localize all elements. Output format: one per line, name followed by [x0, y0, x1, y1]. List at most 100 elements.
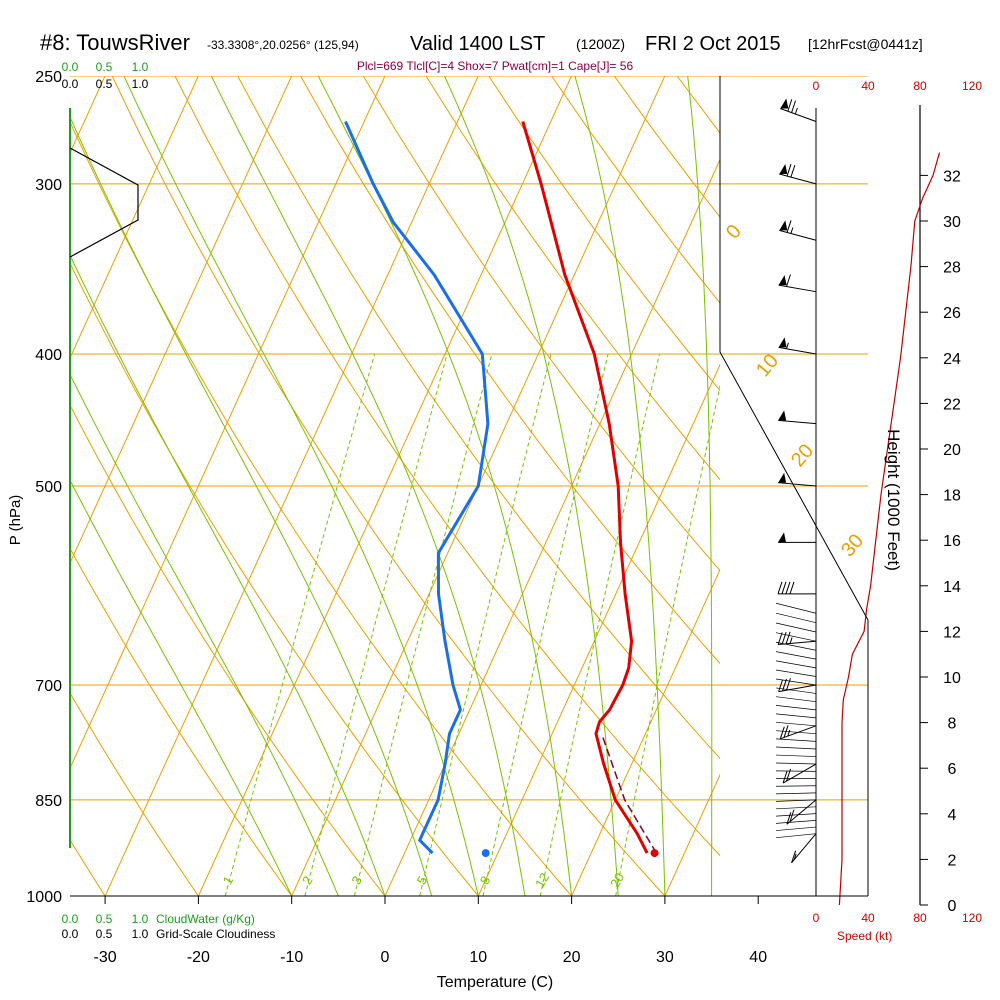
wind-barb-shaft-low [775, 792, 817, 795]
cloudiness-scale-top: 0.0 [62, 77, 79, 91]
wind-barb-shaft-low [775, 721, 817, 727]
wind-barb-shaft-low [775, 713, 817, 719]
x-axis-label: Temperature (C) [437, 974, 553, 991]
wind-barb-shaft [782, 763, 817, 784]
wind-scale-label: 0 [722, 221, 746, 244]
wind-barb-pennant [778, 472, 787, 483]
wind-barb [777, 631, 817, 645]
dry-adiabat [111, 76, 666, 896]
isotherm-line [477, 363, 720, 896]
wind-barb-full [791, 100, 797, 113]
x-tick-label: 0 [381, 949, 390, 966]
wind-barb-full [779, 726, 785, 739]
wind-barb [778, 274, 817, 293]
wind-barb-full [787, 99, 793, 112]
moist-adiabat [574, 76, 666, 896]
height-tick-label: 26 [943, 305, 961, 322]
dry-adiabat [70, 692, 199, 896]
wind-barb [777, 581, 816, 595]
wind-barb-half [793, 853, 797, 860]
wind-barb-shaft [780, 108, 817, 122]
wind-barb-half [789, 637, 793, 644]
wind-barb-shaft-low [775, 833, 817, 839]
x-tick-label: 40 [749, 949, 767, 966]
isotherm-line [0, 76, 12, 896]
surface-dewpoint-dot [481, 849, 490, 858]
dry-adiabat [991, 76, 1000, 896]
moist-adiabat [444, 76, 619, 896]
station-title: #8: TouwsRiver [40, 30, 190, 55]
p-tick-label: 700 [35, 678, 62, 695]
wind-barb-full [782, 770, 788, 784]
isotherm-line [197, 76, 572, 896]
wind-barb-shaft [779, 229, 817, 241]
wind-barb-half [794, 107, 798, 115]
moist-adiabat [70, 115, 433, 896]
height-axis-label: Height (1000 Feet) [884, 429, 903, 571]
cloudiness-label: Grid-Scale Cloudiness [156, 927, 275, 941]
wind-barb-half [790, 227, 794, 234]
x-tick-label: -30 [94, 949, 117, 966]
wind-barb-pennant [778, 275, 787, 286]
dry-adiabat [362, 76, 720, 572]
sounding-boundary [719, 76, 869, 896]
speed-tick-top: 0 [813, 79, 820, 93]
profile-lines [344, 120, 659, 858]
height-tick-label: 14 [943, 579, 961, 596]
cloudiness-scale-bottom: 0.0 [62, 927, 79, 941]
wind-barb-shaft [778, 482, 817, 487]
wind-barb-shaft-low [775, 704, 817, 711]
mixing-ratio-line [304, 353, 448, 896]
surface-temperature-dot [650, 849, 659, 858]
y-axis-label: P (hPa) [7, 495, 24, 546]
wind-barb-shaft-low [775, 770, 817, 772]
wind-barb-shaft-low [775, 612, 817, 624]
isotherm-line [70, 76, 386, 770]
wind-barb-shaft [778, 684, 817, 693]
height-tick-label: 12 [943, 624, 961, 641]
speed-tick-top: 120 [962, 79, 982, 93]
wind-barb-full [789, 809, 795, 822]
wind-barb-full [791, 850, 797, 863]
cloudwater-scale-top: 1.0 [132, 60, 149, 74]
wind-scale-label: 10 [752, 350, 783, 381]
speed-axis-label: Speed (kt) [837, 929, 892, 943]
mixing-ratio-line [615, 383, 720, 896]
wind-barb-shaft-low [775, 669, 817, 677]
dry-adiabat [488, 76, 720, 392]
wind-speed-line [838, 152, 941, 906]
mixing-ratio-lines [224, 353, 720, 896]
wind-barb-full [781, 581, 787, 595]
wind-barb [778, 472, 817, 487]
wind-barb-shaft-low [775, 806, 817, 810]
wind-barb-shaft-low [775, 799, 817, 802]
p-tick-label: 300 [35, 177, 62, 194]
height-tick-label: 24 [943, 351, 961, 368]
wind-barb [778, 532, 816, 543]
moist-adiabat [210, 76, 526, 896]
cloudwater-scale-top: 0.0 [62, 60, 79, 74]
wind-barb-pennant [779, 164, 788, 175]
p-tick-label: 850 [35, 793, 62, 810]
parcel-profile-line [600, 733, 658, 854]
cloudwater-scale-top: 0.5 [96, 60, 113, 74]
cloudiness-profile [69, 147, 139, 258]
wind-barb-pennant [778, 410, 787, 421]
moist-adiabat [123, 76, 479, 896]
wind-barb-shaft-low [775, 813, 817, 817]
forecast-hour: [12hrFcst@0441z] [808, 36, 923, 52]
isotherm-line [70, 76, 293, 565]
p-tick-label: 500 [35, 479, 62, 496]
wind-barb-full [785, 274, 791, 287]
p-tick-label: 250 [35, 69, 62, 86]
moist-adiabat [70, 254, 386, 896]
wind-barb-full [777, 581, 783, 595]
wind-barb-pennant [779, 220, 788, 231]
wind-barb-full [785, 581, 791, 595]
speed-tick-bottom: 0 [813, 911, 820, 925]
dry-adiabat [70, 262, 479, 896]
wind-barb [791, 833, 817, 864]
wind-barb-shaft-low [775, 762, 817, 765]
wind-barb [782, 763, 817, 784]
wind-barb-shaft-low [775, 754, 817, 757]
